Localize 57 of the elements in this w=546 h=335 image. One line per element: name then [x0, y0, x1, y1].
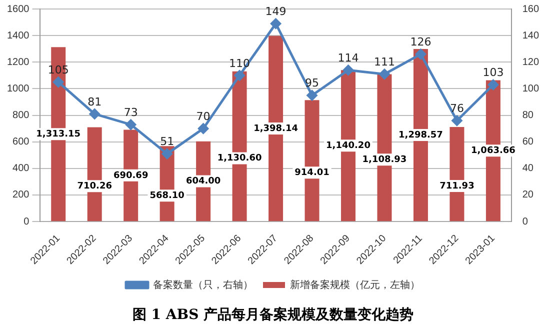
data-label: 604.00: [186, 176, 221, 187]
point: [379, 68, 390, 80]
data-label: 76: [450, 102, 464, 115]
data-label: 1,140.20: [326, 140, 370, 151]
point: [452, 115, 462, 126]
y2-tick-label: 140: [522, 30, 540, 42]
data-label: 126: [410, 36, 432, 49]
data-label: 568.10: [150, 190, 184, 201]
data-label: 1,108.93: [362, 154, 407, 165]
point: [488, 79, 498, 90]
data-label: 81: [88, 95, 102, 108]
data-label: 1,298.57: [398, 130, 443, 140]
point: [234, 70, 245, 81]
y2-tick-label: 40: [522, 163, 534, 174]
y2-tick-label: 100: [522, 83, 540, 94]
point: [126, 119, 136, 130]
legend-label: 新增备案规模（亿元，左轴）: [290, 278, 420, 291]
point: [53, 76, 64, 88]
point: [162, 148, 172, 160]
data-label: 1,398.14: [254, 124, 298, 134]
data-label: 1,313.15: [36, 129, 81, 140]
y-tick-label: 1200: [6, 56, 30, 68]
y-tick-label: 1400: [6, 30, 30, 42]
data-label: 114: [338, 51, 359, 64]
point: [306, 90, 318, 101]
y2-tick-label: 20: [522, 190, 534, 201]
y-tick-label: 600: [12, 136, 30, 148]
y2-tick-label: 80: [522, 110, 534, 122]
data-label: 51: [160, 135, 174, 148]
data-label: 1,063.66: [470, 146, 516, 156]
data-label: 914.01: [294, 168, 330, 178]
data-label: 73: [124, 106, 138, 119]
y2-tick-label: 160: [522, 4, 540, 15]
point: [270, 18, 282, 29]
data-label: 1,130.60: [217, 154, 262, 164]
point: [343, 64, 354, 76]
y2-tick-label: 120: [522, 56, 540, 68]
data-label: 690.69: [113, 170, 148, 181]
y-tick-label: 400: [12, 163, 30, 174]
data-label: 103: [482, 66, 504, 80]
y2-tick-label: 60: [522, 136, 534, 148]
data-label: 111: [374, 55, 395, 68]
point: [198, 123, 209, 134]
y-tick-label: 0: [24, 216, 30, 228]
y-tick-label: 800: [12, 110, 30, 122]
data-label: 149: [265, 4, 286, 18]
point: [89, 108, 100, 120]
y-tick-label: 1600: [6, 4, 30, 15]
data-label: 70: [196, 110, 210, 123]
text: 图 1 ABS 产品每月备案规模及数量变化趋势: [131, 306, 415, 324]
legend-label: 备案数量（只，右轴）: [153, 278, 253, 291]
data-label: 711.93: [440, 181, 474, 192]
data-label: 710.26: [77, 181, 112, 192]
y2-tick-label: 0: [522, 216, 528, 228]
y-tick-label: 1000: [6, 83, 30, 94]
y-tick-label: 200: [12, 190, 30, 201]
point: [415, 48, 426, 60]
